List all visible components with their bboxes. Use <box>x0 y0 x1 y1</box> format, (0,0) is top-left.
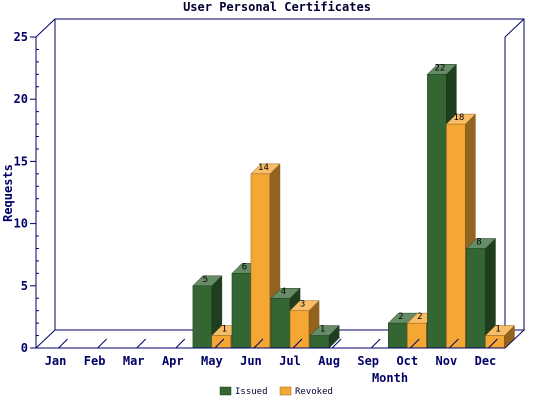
x-tick-label: Oct <box>396 354 418 368</box>
legend-label-issued: Issued <box>235 387 268 397</box>
bar-top <box>309 325 340 336</box>
bar-front <box>270 297 291 349</box>
bar-issued-dec: 8 <box>465 237 497 349</box>
bar-revoked-jul: 3 <box>289 300 320 349</box>
x-floor-tick <box>449 338 459 349</box>
data-label: 2 <box>398 312 403 322</box>
x-tick-label: Aug <box>318 354 340 368</box>
legend-label-revoked: Revoked <box>295 387 333 397</box>
bar-issued-jul: 4 <box>270 287 301 349</box>
bar-front <box>192 285 213 349</box>
data-label: 5 <box>203 275 208 285</box>
x-floor-tick <box>97 338 107 349</box>
bar-front <box>289 310 310 349</box>
data-label: 4 <box>281 287 286 297</box>
x-floor-tick <box>409 338 420 349</box>
data-label: 1 <box>320 325 325 335</box>
data-label: 2 <box>417 312 422 322</box>
bar-front <box>231 273 252 349</box>
x-tick-label: May <box>201 354 223 368</box>
x-tick-label: Sep <box>357 354 379 368</box>
bar-top <box>289 300 320 311</box>
bar-front <box>446 123 466 349</box>
y-axis-label: Requests <box>1 164 15 222</box>
x-floor-tick <box>136 338 147 349</box>
bar-front <box>250 173 271 349</box>
legend-swatch-revoked <box>279 386 292 396</box>
x-tick-label: Feb <box>84 354 106 368</box>
x-floor-tick <box>370 338 381 349</box>
data-label: 1 <box>495 325 500 335</box>
data-label: 3 <box>300 300 305 310</box>
bar-top <box>445 113 476 125</box>
x-floor-tick <box>175 338 186 349</box>
x-axis-label: Month <box>372 371 408 385</box>
y-tick-label: 20 <box>14 92 28 106</box>
data-label: 6 <box>242 262 247 272</box>
bar-top <box>465 238 497 249</box>
bar-top <box>192 275 223 287</box>
bar-front <box>466 248 486 349</box>
y-tick-label: 0 <box>21 341 28 355</box>
x-floor-tick <box>488 338 498 349</box>
y-tick-label: 5 <box>21 279 28 293</box>
legend-swatch-issued <box>219 386 232 396</box>
x-floor-tick <box>214 338 225 349</box>
x-tick-label: Jan <box>45 354 67 368</box>
bar-issued-aug: 1 <box>309 325 340 349</box>
x-axis: Jan Feb Mar Apr May Jun Jul Aug Sep Oct Nov Dec <box>36 338 505 368</box>
bar-top <box>426 64 457 75</box>
bar-front <box>427 74 447 349</box>
x-tick-label: Apr <box>162 354 184 368</box>
x-tick-label: Nov <box>436 354 458 368</box>
frame-edge <box>504 18 525 38</box>
data-label: 14 <box>258 163 269 173</box>
legend: Issued Revoked <box>219 386 333 397</box>
data-label: 1 <box>222 325 227 335</box>
bar-front <box>388 322 408 349</box>
y-axis: 0 5 10 15 20 25 <box>14 30 39 355</box>
y-tick-label: 25 <box>14 30 28 44</box>
bar-top <box>250 163 281 175</box>
bar-front <box>407 322 427 349</box>
x-floor-tick <box>253 338 264 349</box>
data-label: 22 <box>434 63 445 73</box>
chart-title: User Personal Certificates <box>183 0 371 14</box>
data-label: 18 <box>453 113 464 123</box>
x-tick-label: Jun <box>240 354 262 368</box>
frame-edge <box>35 18 56 38</box>
bar-front <box>309 335 330 349</box>
bar-top <box>270 287 301 299</box>
y-tick-label: 15 <box>14 154 28 168</box>
x-tick-label: Jul <box>279 354 301 368</box>
data-label: 8 <box>476 237 481 247</box>
x-floor-tick <box>58 338 68 349</box>
x-floor-tick <box>331 338 342 349</box>
x-floor-tick <box>292 338 303 349</box>
y-tick-label: 10 <box>14 217 28 231</box>
x-tick-label: Mar <box>123 354 145 368</box>
x-tick-label: Dec <box>475 354 497 368</box>
bar-top <box>484 325 516 336</box>
